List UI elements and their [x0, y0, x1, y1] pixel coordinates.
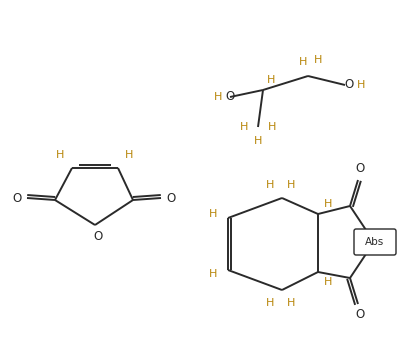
- Text: H: H: [324, 199, 332, 209]
- Text: H: H: [240, 122, 248, 132]
- Text: O: O: [356, 162, 365, 175]
- Text: H: H: [299, 57, 307, 67]
- Text: H: H: [357, 80, 365, 90]
- Text: H: H: [266, 180, 274, 190]
- Text: O: O: [356, 308, 365, 321]
- FancyBboxPatch shape: [354, 229, 396, 255]
- Text: H: H: [214, 92, 222, 102]
- Text: O: O: [166, 192, 176, 205]
- Text: H: H: [314, 55, 322, 65]
- Text: Abs: Abs: [365, 237, 385, 247]
- Text: H: H: [266, 298, 274, 308]
- Text: H: H: [56, 150, 64, 160]
- Text: H: H: [209, 269, 217, 279]
- Text: O: O: [13, 192, 22, 205]
- Text: H: H: [209, 209, 217, 219]
- Text: H: H: [125, 150, 133, 160]
- Text: H: H: [254, 136, 262, 146]
- Text: H: H: [287, 298, 295, 308]
- Text: H: H: [324, 277, 332, 287]
- Text: H: H: [268, 122, 276, 132]
- Text: O: O: [225, 91, 235, 104]
- Text: H: H: [267, 75, 275, 85]
- Text: H: H: [287, 180, 295, 190]
- Text: O: O: [93, 231, 103, 244]
- Text: O: O: [344, 79, 354, 92]
